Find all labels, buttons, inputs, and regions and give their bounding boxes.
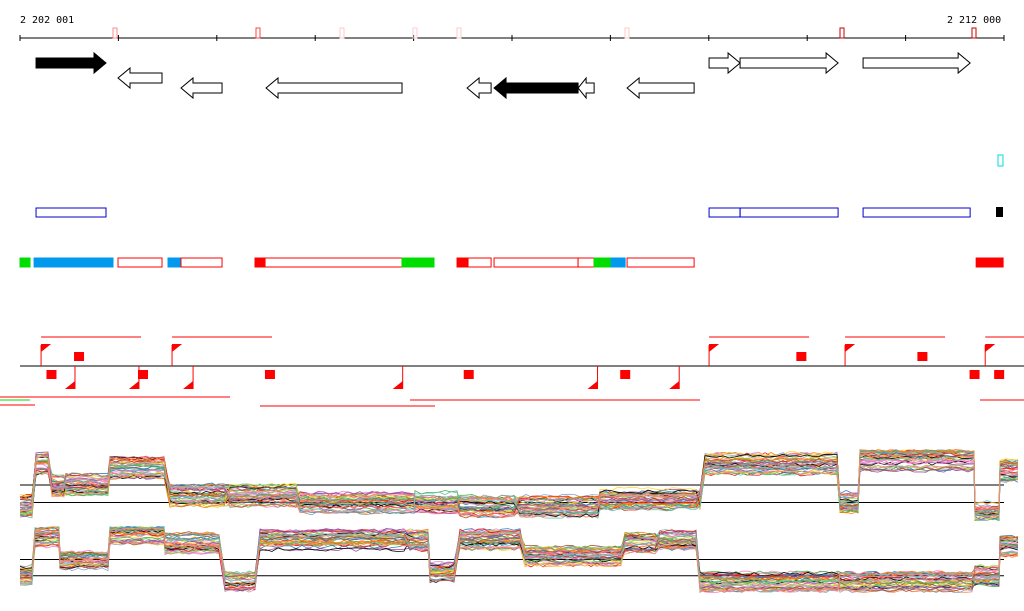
segment-box	[264, 257, 403, 268]
tss-flag	[183, 381, 194, 389]
segment-box	[467, 257, 492, 268]
gene-arrow	[862, 51, 971, 75]
segment-box	[593, 257, 612, 268]
expression-trace	[19, 525, 1019, 585]
gene-arrow	[739, 51, 839, 75]
segment-box	[117, 257, 163, 268]
expression-trace	[19, 454, 1019, 519]
tss-flag	[392, 381, 403, 389]
gene-name-box	[708, 207, 741, 218]
transcript-track	[0, 336, 1024, 407]
gene-arrow	[265, 76, 403, 100]
tss-flag	[128, 381, 139, 389]
segment-track	[19, 257, 1004, 268]
d-marker	[620, 370, 631, 379]
segment-box	[626, 257, 695, 268]
d-marker	[796, 352, 807, 361]
ruler-marker	[339, 27, 345, 39]
cyan-marker	[997, 154, 1004, 167]
segment-box	[167, 257, 182, 268]
tss-flag	[845, 344, 856, 352]
d-marker	[917, 352, 928, 361]
ruler-marker	[624, 27, 630, 39]
ruler-marker	[255, 27, 261, 39]
d-marker	[46, 370, 57, 379]
ruler-marker	[412, 27, 418, 39]
tss-flag	[669, 381, 680, 389]
tss-flag	[587, 381, 598, 389]
ruler-marker	[112, 27, 118, 39]
gene-arrow	[626, 76, 695, 100]
expression-trace	[19, 527, 1019, 587]
d-marker	[137, 370, 148, 379]
tss-flag	[64, 381, 75, 389]
gene-name-box	[35, 207, 107, 218]
gene-name-box	[739, 207, 839, 218]
segment-box	[975, 257, 1004, 268]
d-marker	[74, 352, 85, 361]
expression-trace	[19, 449, 1019, 518]
segment-box	[254, 257, 266, 268]
segment-box	[33, 257, 114, 268]
ruler-start-label: 2 202 001	[20, 15, 74, 26]
ruler-end-label: 2 212 000	[947, 15, 1001, 26]
segment-box	[19, 257, 31, 268]
gene-arrow	[35, 51, 107, 75]
ruler-marker	[456, 27, 462, 39]
tss-flag	[985, 344, 996, 352]
segment-box	[401, 257, 435, 268]
ruler-marker	[839, 27, 845, 39]
gene-name-box	[862, 207, 971, 218]
gene-arrow	[180, 76, 223, 100]
coordinate-ruler: 2 202 001 2 212 000	[19, 15, 1005, 41]
expression-trace	[19, 527, 1019, 592]
expression-trace	[19, 528, 1019, 591]
d-marker	[463, 370, 474, 379]
black-marker	[996, 207, 1003, 217]
expression-trace	[19, 527, 1019, 593]
segment-box	[493, 257, 579, 268]
gene-track	[35, 51, 971, 100]
gene-arrow	[577, 76, 595, 100]
d-marker	[264, 370, 275, 379]
expression-trace	[19, 455, 1019, 516]
segment-box	[577, 257, 595, 268]
gene-arrow	[117, 66, 163, 90]
tss-flag	[172, 344, 183, 352]
segment-box	[180, 257, 223, 268]
tss-flag	[41, 344, 52, 352]
tss-flag	[709, 344, 720, 352]
segment-box	[610, 257, 626, 268]
gene-arrow	[708, 51, 741, 75]
ruler-marker	[971, 27, 977, 39]
expression-track	[19, 448, 1019, 594]
d-marker	[969, 370, 980, 379]
gene-arrow	[466, 76, 492, 100]
expression-trace	[19, 527, 1019, 593]
d-marker	[994, 370, 1005, 379]
gene-arrow	[493, 76, 579, 100]
gene-name-track	[35, 154, 1004, 218]
segment-box	[456, 257, 469, 268]
